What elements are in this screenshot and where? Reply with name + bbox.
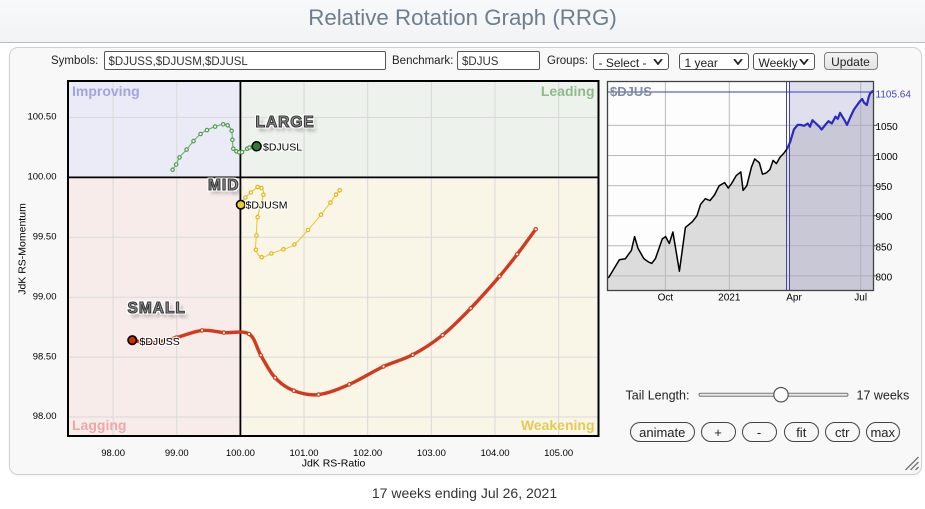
svg-text:17 weeks: 17 weeks xyxy=(857,389,910,403)
svg-text:1050: 1050 xyxy=(876,122,899,133)
svg-text:JdK RS-Momentum: JdK RS-Momentum xyxy=(17,203,29,295)
svg-text:99.00: 99.00 xyxy=(33,291,57,302)
svg-text:Oct: Oct xyxy=(658,293,674,304)
svg-text:1105.64: 1105.64 xyxy=(876,90,912,101)
svg-text:$DJUSM: $DJUSM xyxy=(246,200,288,212)
svg-text:100.00: 100.00 xyxy=(226,448,255,459)
svg-text:Apr: Apr xyxy=(786,293,802,304)
svg-text:99.50: 99.50 xyxy=(33,232,57,243)
svg-text:105.00: 105.00 xyxy=(544,448,573,459)
svg-text:Weakening: Weakening xyxy=(521,417,595,433)
svg-text:850: 850 xyxy=(876,242,893,253)
svg-text:98.00: 98.00 xyxy=(33,411,57,422)
svg-text:103.00: 103.00 xyxy=(417,448,446,459)
svg-text:2021: 2021 xyxy=(718,293,741,304)
svg-text:Leading: Leading xyxy=(541,83,595,99)
svg-text:99.00: 99.00 xyxy=(165,448,189,459)
svg-text:98.00: 98.00 xyxy=(101,448,125,459)
svg-text:Jul: Jul xyxy=(854,293,867,304)
svg-text:104.00: 104.00 xyxy=(480,448,509,459)
svg-text:JdK RS-Ratio: JdK RS-Ratio xyxy=(302,458,366,470)
svg-text:Lagging: Lagging xyxy=(72,417,126,433)
svg-text:100.00: 100.00 xyxy=(27,172,56,183)
svg-text:100.50: 100.50 xyxy=(27,112,56,123)
svg-text:Tail Length:: Tail Length: xyxy=(626,389,690,403)
svg-text:98.50: 98.50 xyxy=(33,351,57,362)
svg-text:950: 950 xyxy=(876,182,893,193)
svg-text:102.00: 102.00 xyxy=(353,448,382,459)
svg-text:1000: 1000 xyxy=(876,152,899,163)
svg-text:$DJUSL: $DJUSL xyxy=(263,142,302,154)
svg-text:101.00: 101.00 xyxy=(290,448,319,459)
svg-text:800: 800 xyxy=(876,272,893,283)
svg-text:Improving: Improving xyxy=(72,83,140,99)
svg-text:$DJUSS: $DJUSS xyxy=(140,336,180,348)
svg-text:$DJUS: $DJUS xyxy=(610,84,652,99)
svg-text:900: 900 xyxy=(876,212,893,223)
